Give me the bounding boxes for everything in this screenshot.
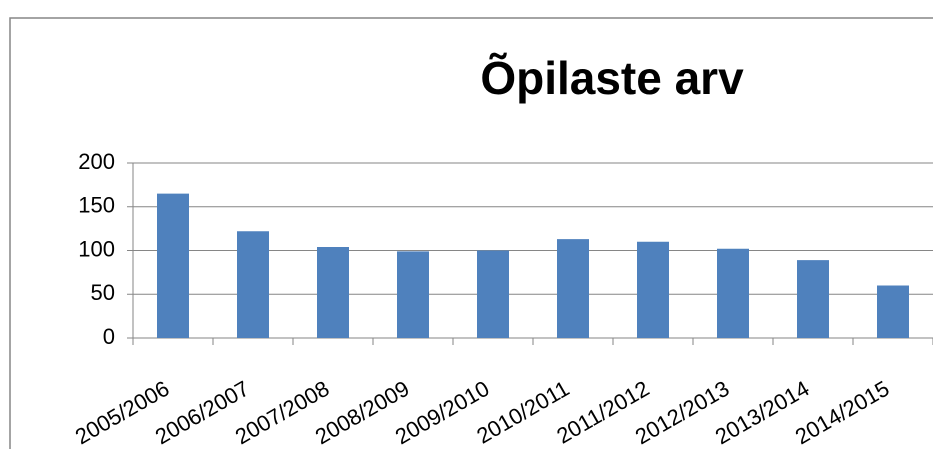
y-tick-label: 200 — [78, 149, 115, 174]
bar — [477, 250, 509, 338]
bar — [637, 241, 669, 338]
y-tick-label: 50 — [91, 280, 115, 305]
bar — [397, 251, 429, 338]
y-tick-label: 0 — [103, 324, 115, 349]
y-tick-label: 150 — [78, 193, 115, 218]
bar — [317, 247, 349, 338]
chart-title: Õpilaste arv — [480, 52, 744, 104]
bar — [797, 260, 829, 338]
bar — [237, 231, 269, 338]
bar — [877, 285, 909, 338]
y-tick-label: 100 — [78, 236, 115, 261]
bar — [557, 239, 589, 338]
bar — [157, 193, 189, 338]
bar — [717, 248, 749, 338]
